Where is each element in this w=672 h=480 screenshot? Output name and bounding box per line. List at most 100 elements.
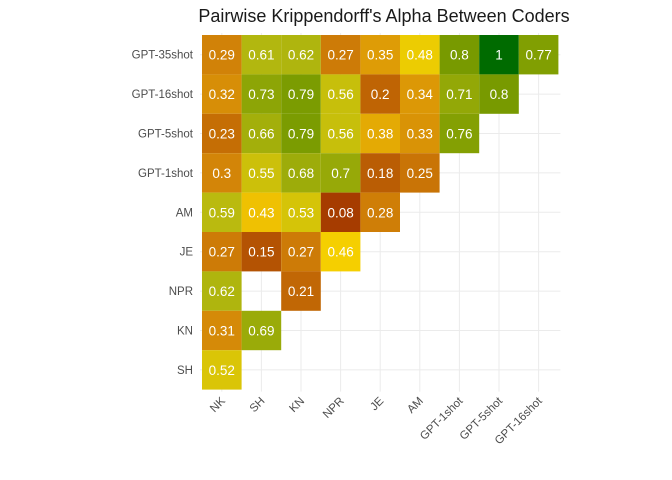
cell-value-label: 0.56: [327, 87, 353, 102]
cell-value-label: 0.77: [525, 48, 551, 63]
heatmap-cell: [202, 310, 242, 351]
cell-value-label: 0.8: [450, 48, 469, 63]
heatmap-cell: [518, 35, 559, 75]
heatmap-cell: [360, 35, 400, 75]
cell-value-label: 0.79: [288, 87, 314, 102]
cell-value-label: 0.18: [367, 166, 393, 181]
x-tick-label: SH: [248, 395, 268, 415]
cell-value-label: 0.33: [407, 127, 433, 142]
heatmap-cell: [281, 113, 321, 154]
heatmap-cell: [479, 74, 519, 114]
heatmap-cell: [360, 192, 400, 232]
cell-value-label: 0.59: [209, 205, 235, 220]
cell-value-label: 0.62: [288, 48, 314, 63]
x-tick-label: KN: [287, 395, 307, 415]
y-tick-label: KN: [177, 326, 193, 338]
heatmap-cell: [439, 113, 480, 154]
cell-value-label: 0.25: [407, 166, 433, 181]
y-tick-label: GPT-1shot: [138, 168, 194, 180]
heatmap-cell: [202, 232, 242, 272]
cell-value-label: 0.08: [327, 205, 353, 220]
chart-title: Pairwise Krippendorff's Alpha Between Co…: [198, 6, 569, 26]
cell-value-label: 0.7: [331, 166, 350, 181]
heatmap-cell: [320, 153, 361, 193]
cell-value-label: 0.55: [248, 166, 274, 181]
cell-value-label: 0.31: [209, 324, 235, 339]
cell-value-label: 0.8: [490, 87, 509, 102]
heatmap-cell: [241, 192, 282, 232]
heatmap-cell: [281, 74, 321, 114]
heatmap-cell: [400, 113, 440, 154]
heatmap-cell: [320, 35, 361, 75]
heatmap-cell: [202, 113, 242, 154]
heatmap-cell: [400, 153, 440, 193]
y-tick-label: AM: [176, 207, 193, 219]
heatmap-cells: 0.29 0.61 0.62 0.27 0.35 0.48 0.8 1 0.77 0.32 0.73…: [202, 35, 559, 390]
heatmap-cell: [202, 192, 242, 232]
cell-value-label: 0.27: [209, 245, 235, 260]
cell-value-label: 0.23: [209, 127, 235, 142]
heatmap-cell: [400, 74, 440, 114]
cell-value-label: 0.35: [367, 48, 393, 63]
heatmap-cell: [281, 192, 321, 232]
x-tick-label: JE: [368, 395, 386, 413]
cell-value-label: 0.52: [209, 363, 235, 378]
heatmap-cell: [360, 74, 400, 114]
cell-value-label: 1: [495, 48, 503, 63]
heatmap-cell: [320, 232, 361, 272]
cell-value-label: 0.2: [371, 87, 390, 102]
heatmap-cell: [400, 35, 440, 75]
x-tick-label: NK: [208, 395, 228, 415]
heatmap-cell: [241, 232, 282, 272]
heatmap-cell: [202, 74, 242, 114]
heatmap-cell: [439, 35, 480, 75]
heatmap-cell: [202, 153, 242, 193]
heatmap-cell: [202, 271, 242, 311]
cell-value-label: 0.32: [209, 87, 235, 102]
heatmap-cell: [320, 113, 361, 154]
heatmap-cell: [320, 74, 361, 114]
cell-value-label: 0.15: [248, 245, 274, 260]
cell-value-label: 0.48: [407, 48, 433, 63]
cell-value-label: 0.29: [209, 48, 235, 63]
cell-value-label: 0.53: [288, 205, 314, 220]
cell-value-label: 0.79: [288, 127, 314, 142]
cell-value-label: 0.28: [367, 205, 393, 220]
y-tick-label: NPR: [169, 286, 193, 298]
cell-value-label: 0.73: [248, 87, 274, 102]
cell-value-label: 0.27: [327, 48, 353, 63]
heatmap-cell: [281, 232, 321, 272]
heatmap-cell: [360, 113, 400, 154]
x-tick-label: NPR: [321, 395, 347, 421]
y-tick-label: SH: [177, 365, 193, 377]
x-tick-label: AM: [405, 395, 426, 416]
heatmap-cell: [241, 35, 282, 75]
cell-value-label: 0.3: [212, 166, 231, 181]
y-tick-label: GPT-5shot: [138, 129, 194, 141]
heatmap-cell: [281, 153, 321, 193]
heatmap-cell: [202, 35, 242, 75]
heatmap-cell: [241, 310, 282, 351]
cell-value-label: 0.68: [288, 166, 314, 181]
cell-value-label: 0.21: [288, 284, 314, 299]
cell-value-label: 0.62: [209, 284, 235, 299]
heatmap-cell: [241, 74, 282, 114]
y-tick-label: GPT-16shot: [132, 89, 194, 101]
cell-value-label: 0.46: [327, 245, 353, 260]
heatmap-cell: [281, 35, 321, 75]
heatmap-cell: [320, 192, 361, 232]
cell-value-label: 0.56: [327, 127, 353, 142]
y-tick-label: JE: [180, 247, 194, 259]
cell-value-label: 0.34: [407, 87, 434, 102]
heatmap-cell: [479, 35, 519, 75]
heatmap-cell: [281, 271, 321, 311]
y-tick-label: GPT-35shot: [132, 50, 194, 62]
heatmap-cell: [241, 153, 282, 193]
heatmap-cell: [360, 153, 400, 193]
cell-value-label: 0.43: [248, 205, 274, 220]
heatmap-cell: [439, 74, 480, 114]
cell-value-label: 0.61: [248, 48, 274, 63]
cell-value-label: 0.76: [446, 127, 472, 142]
heatmap-cell: [241, 113, 282, 154]
